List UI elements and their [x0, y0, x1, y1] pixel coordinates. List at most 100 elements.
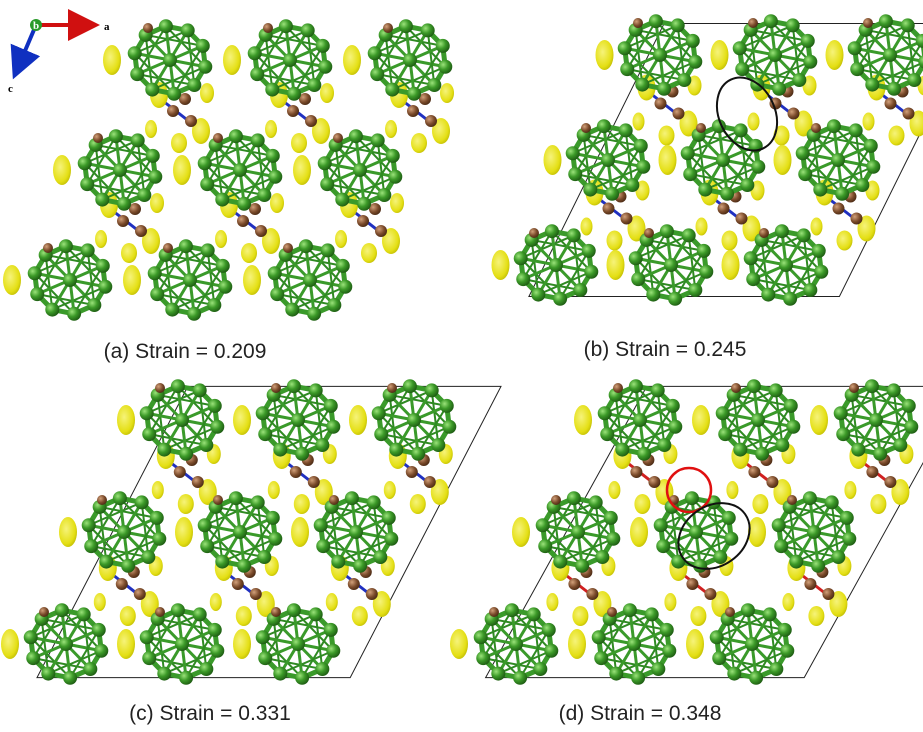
atom-b	[734, 123, 748, 137]
atom-b	[140, 406, 154, 420]
charge-density	[690, 606, 706, 626]
atom-c	[308, 476, 320, 488]
annotations	[666, 68, 789, 583]
charge-density	[722, 250, 740, 280]
axis-label: a	[104, 21, 110, 33]
atom-b	[879, 14, 893, 28]
icosahedron	[592, 603, 677, 685]
charge-density	[811, 218, 823, 236]
charge-density	[236, 606, 252, 626]
atom-b	[842, 532, 856, 546]
atom-c	[263, 23, 273, 33]
atom-b	[146, 149, 160, 163]
atom-b	[266, 511, 280, 525]
atom-b	[533, 662, 547, 676]
atom-c	[613, 383, 623, 393]
atom-b	[163, 53, 177, 67]
atom-b	[827, 119, 841, 133]
atom-c	[787, 495, 797, 505]
atom-b	[386, 149, 400, 163]
atom-b	[41, 667, 55, 681]
atom-b	[635, 78, 649, 92]
icosahedron	[716, 379, 801, 461]
atom-b	[786, 420, 800, 434]
atom-b	[549, 258, 563, 272]
icosahedron	[772, 491, 857, 573]
charge-density	[774, 145, 792, 175]
charge-density	[94, 593, 106, 611]
atom-b	[618, 41, 632, 55]
charge-density	[349, 405, 367, 435]
atom-b	[193, 607, 207, 621]
icosahedron	[318, 129, 403, 211]
atom-b	[299, 239, 313, 253]
icosahedron	[268, 239, 353, 321]
atom-c	[387, 383, 397, 393]
atom-b	[720, 187, 734, 201]
atom-b	[421, 23, 435, 37]
atom-b	[811, 559, 825, 573]
atom-b	[63, 671, 77, 685]
atom-b	[130, 67, 144, 81]
atom-b	[656, 539, 670, 553]
charge-density	[726, 481, 738, 499]
charge-density	[696, 218, 708, 236]
atom-c	[287, 105, 299, 117]
atom-b	[291, 413, 305, 427]
atom-b	[567, 228, 581, 242]
atom-b	[573, 283, 587, 297]
atom-b	[598, 406, 612, 420]
atom-b	[531, 288, 545, 302]
atom-b	[780, 644, 794, 658]
atom-b	[654, 518, 668, 532]
atom-b	[273, 667, 287, 681]
axis-label: c	[8, 83, 13, 95]
atom-c	[630, 466, 642, 478]
atom-b	[901, 18, 915, 32]
atom-b	[411, 447, 425, 461]
atom-c	[833, 203, 845, 215]
atom-b	[99, 555, 113, 569]
axis-label: b	[33, 20, 39, 32]
atom-b	[131, 133, 145, 147]
atom-b	[179, 671, 193, 685]
atom-b	[834, 406, 848, 420]
atom-b	[96, 259, 110, 273]
atom-b	[474, 630, 488, 644]
atom-b	[584, 265, 598, 279]
atom-b	[634, 139, 648, 153]
atom-b	[270, 287, 284, 301]
atom-b	[724, 532, 738, 546]
atom-c	[551, 495, 561, 505]
atom-b	[135, 495, 149, 509]
icosahedron	[248, 19, 333, 101]
charge-density	[782, 593, 794, 611]
atom-b	[741, 603, 755, 617]
icosahedron	[848, 14, 923, 96]
atom-b	[649, 14, 663, 28]
atom-c	[271, 607, 281, 617]
atom-b	[619, 123, 633, 137]
charge-density	[512, 517, 530, 547]
atom-c	[866, 466, 878, 478]
charge-density	[233, 629, 251, 659]
atom-b	[287, 87, 301, 101]
icosahedron	[566, 119, 651, 201]
atom-b	[407, 87, 421, 101]
atom-b	[137, 188, 151, 202]
atom-b	[78, 156, 92, 170]
charge-density	[175, 517, 193, 547]
icosahedron	[140, 379, 225, 461]
charge-density	[808, 606, 824, 626]
atom-b	[367, 495, 381, 509]
atom-b	[436, 39, 450, 53]
atom-c	[804, 578, 816, 590]
charge-density	[384, 481, 396, 499]
atom-b	[117, 525, 131, 539]
atom-b	[157, 667, 171, 681]
atom-b	[208, 399, 222, 413]
atom-b	[208, 623, 222, 637]
charge-density	[200, 83, 214, 103]
panel-label: (a) Strain = 0.209	[104, 340, 267, 363]
charge-density	[748, 517, 766, 547]
